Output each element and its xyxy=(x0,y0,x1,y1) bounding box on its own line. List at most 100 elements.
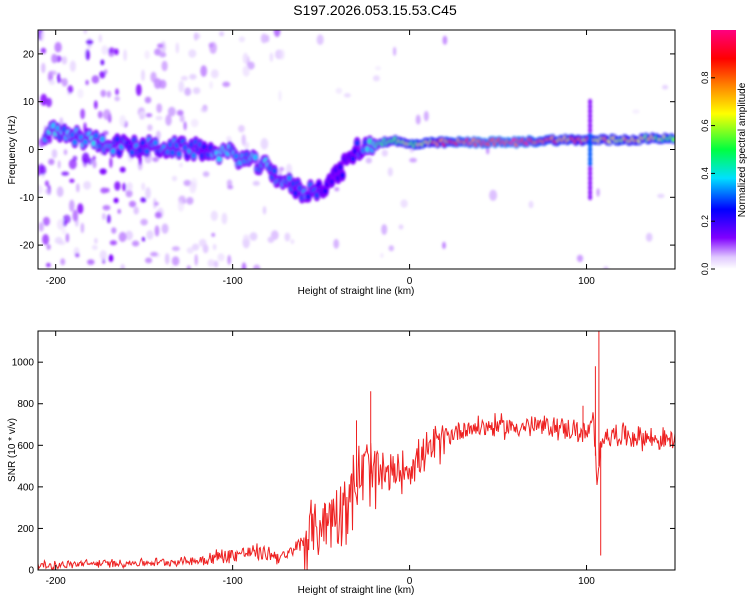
spectrogram-noise-cell xyxy=(486,146,490,155)
spectrogram-noise-cell xyxy=(167,106,176,117)
spectrogram-noise-cell xyxy=(186,197,194,205)
spectrogram-noise-cell xyxy=(69,199,75,212)
x-tick-label: -100 xyxy=(223,276,243,287)
spectrogram-noise-cell xyxy=(194,254,198,266)
spectrogram-noise-cell xyxy=(141,236,146,242)
spectrogram-noise-cell xyxy=(100,89,107,98)
spectrogram-noise-cell xyxy=(67,85,74,94)
spectrogram-noise-cell xyxy=(192,87,201,95)
spectrogram-noise-cell xyxy=(145,187,151,199)
spectrogram-noise-cell xyxy=(576,254,584,263)
spectrogram-spike-cell xyxy=(588,127,593,134)
spectrogram-noise-cell xyxy=(100,59,105,66)
x-tick-label: 100 xyxy=(578,276,595,287)
spectrogram-noise-cell xyxy=(190,118,199,128)
spectrogram-noise-cell xyxy=(91,75,100,84)
spectrogram-noise-cell xyxy=(122,182,127,192)
colorbar: 0.0 0.2 0.4 0.6 0.8 Normalized spectral ampl… xyxy=(700,30,748,275)
spectrogram-noise-cell xyxy=(109,157,113,169)
spectrogram-noise-cell xyxy=(118,231,127,243)
spectrogram-noise-cell xyxy=(217,253,225,262)
spectrogram-noise-cell xyxy=(409,157,417,163)
spectrogram-spike-cell xyxy=(588,151,593,158)
spectrogram-noise-cell xyxy=(77,203,84,214)
colorbar-ticks: 0.0 0.2 0.4 0.6 0.8 xyxy=(700,72,715,276)
spectrogram-noise-cell xyxy=(393,46,397,57)
spectrogram-spike-cell xyxy=(588,160,593,167)
spectrogram-noise-cell xyxy=(335,87,343,94)
spectrogram-noise-cell xyxy=(85,79,89,86)
spectrogram-noise-cell xyxy=(285,163,293,176)
spectrogram-spike-cell xyxy=(588,189,593,196)
spectrogram-noise-cell xyxy=(48,158,55,165)
y-tick-label: 0 xyxy=(28,566,34,577)
colorbar-tick-label: 0.4 xyxy=(700,167,710,180)
spectrogram-noise-cell xyxy=(179,162,183,168)
spectrogram-noise-cell xyxy=(106,214,111,224)
spectrogram-noise-cell xyxy=(192,243,200,251)
spectrogram-noise-cell xyxy=(155,115,163,121)
spectrogram-noise-cell xyxy=(56,186,64,197)
spectrogram-noise-cell xyxy=(226,136,232,142)
spectrogram-ridge-cell xyxy=(337,164,343,171)
spectrogram-noise-cell xyxy=(38,222,44,232)
spectrogram-ridge-cell xyxy=(140,140,146,147)
spectrogram-noise-cell xyxy=(61,56,68,65)
spectrogram-noise-cell xyxy=(189,181,197,194)
spectrogram-noise-cell xyxy=(267,236,275,243)
x-tick-label: 100 xyxy=(578,576,595,587)
spectrogram-noise-cell xyxy=(97,110,103,119)
spectrogram-noise-cell xyxy=(249,232,258,241)
spectrogram-noise-cell xyxy=(186,265,191,269)
spectrogram-ridge-cell xyxy=(114,136,120,143)
y-tick-label: 600 xyxy=(17,441,34,452)
spectrogram-noise-cell xyxy=(46,244,51,250)
spectrogram-noise-cell xyxy=(39,163,44,175)
spectrogram-noise-cell xyxy=(75,253,80,258)
spectrogram-noise-cell xyxy=(226,179,233,188)
spectrogram-noise-cell xyxy=(209,81,213,90)
spectrogram-noise-cell xyxy=(54,41,62,53)
spectrogram-noise-cell xyxy=(125,230,133,241)
spectrogram-noise-cell xyxy=(290,239,295,245)
snr-frame xyxy=(37,330,676,571)
snr-x-ticks: -200 -100 0 100 xyxy=(46,331,595,587)
spectrogram-noise-cell xyxy=(49,70,57,76)
spectrogram-noise-cell xyxy=(81,152,90,164)
spectrogram-noise-cell xyxy=(398,224,404,230)
spectrogram-noise-cell xyxy=(242,52,249,64)
spectrogram-noise-cell xyxy=(365,157,372,164)
spectrogram-noise-cell xyxy=(68,158,77,170)
spectrogram-noise-cell xyxy=(269,52,274,62)
spectrogram-noise-cell xyxy=(278,90,282,102)
y-tick-label: -10 xyxy=(20,193,35,204)
spectrogram-noise-cell xyxy=(87,259,95,265)
spectrogram-noise-cell xyxy=(65,233,70,243)
spectrogram-ridge-cell xyxy=(144,148,150,155)
spectrogram-noise-cell xyxy=(146,230,154,240)
spectrogram-noise-cell xyxy=(260,138,269,150)
spectrogram-noise-cell xyxy=(262,206,267,215)
spectrogram-noise-cell xyxy=(171,256,180,266)
spectrogram-noise-cell xyxy=(209,42,217,54)
spectrogram-noise-cell xyxy=(140,197,147,203)
spectrogram-noise-cell xyxy=(99,71,106,79)
spectrogram-noise-cell xyxy=(135,83,142,96)
spectrogram-noise-cell xyxy=(213,260,219,268)
spectrogram-ridge-cell xyxy=(252,154,258,161)
spectrogram-noise-cell xyxy=(42,216,51,226)
spectrogram-y-ticks: -20 -10 0 10 20 xyxy=(20,49,675,252)
spectrogram-noise-cell xyxy=(80,222,85,234)
spectrogram-noise-cell xyxy=(101,45,108,55)
spectrogram-ridge-cell xyxy=(191,152,197,159)
spectrogram-noise-cell xyxy=(38,185,43,195)
spectrogram-noise-cell xyxy=(179,114,185,123)
snr-y-ticks: 0 200 400 600 800 1000 xyxy=(12,358,675,577)
spectrogram-noise-cell xyxy=(69,178,75,183)
colorbar-tick-label: 0.0 xyxy=(700,263,710,276)
spectrogram-noise-cell xyxy=(145,257,153,264)
spectrogram-noise-cell xyxy=(128,200,137,208)
spectrogram-noise-cell xyxy=(489,189,498,201)
spectrogram-noise-cell xyxy=(45,188,50,195)
x-tick-label: -100 xyxy=(223,576,243,587)
